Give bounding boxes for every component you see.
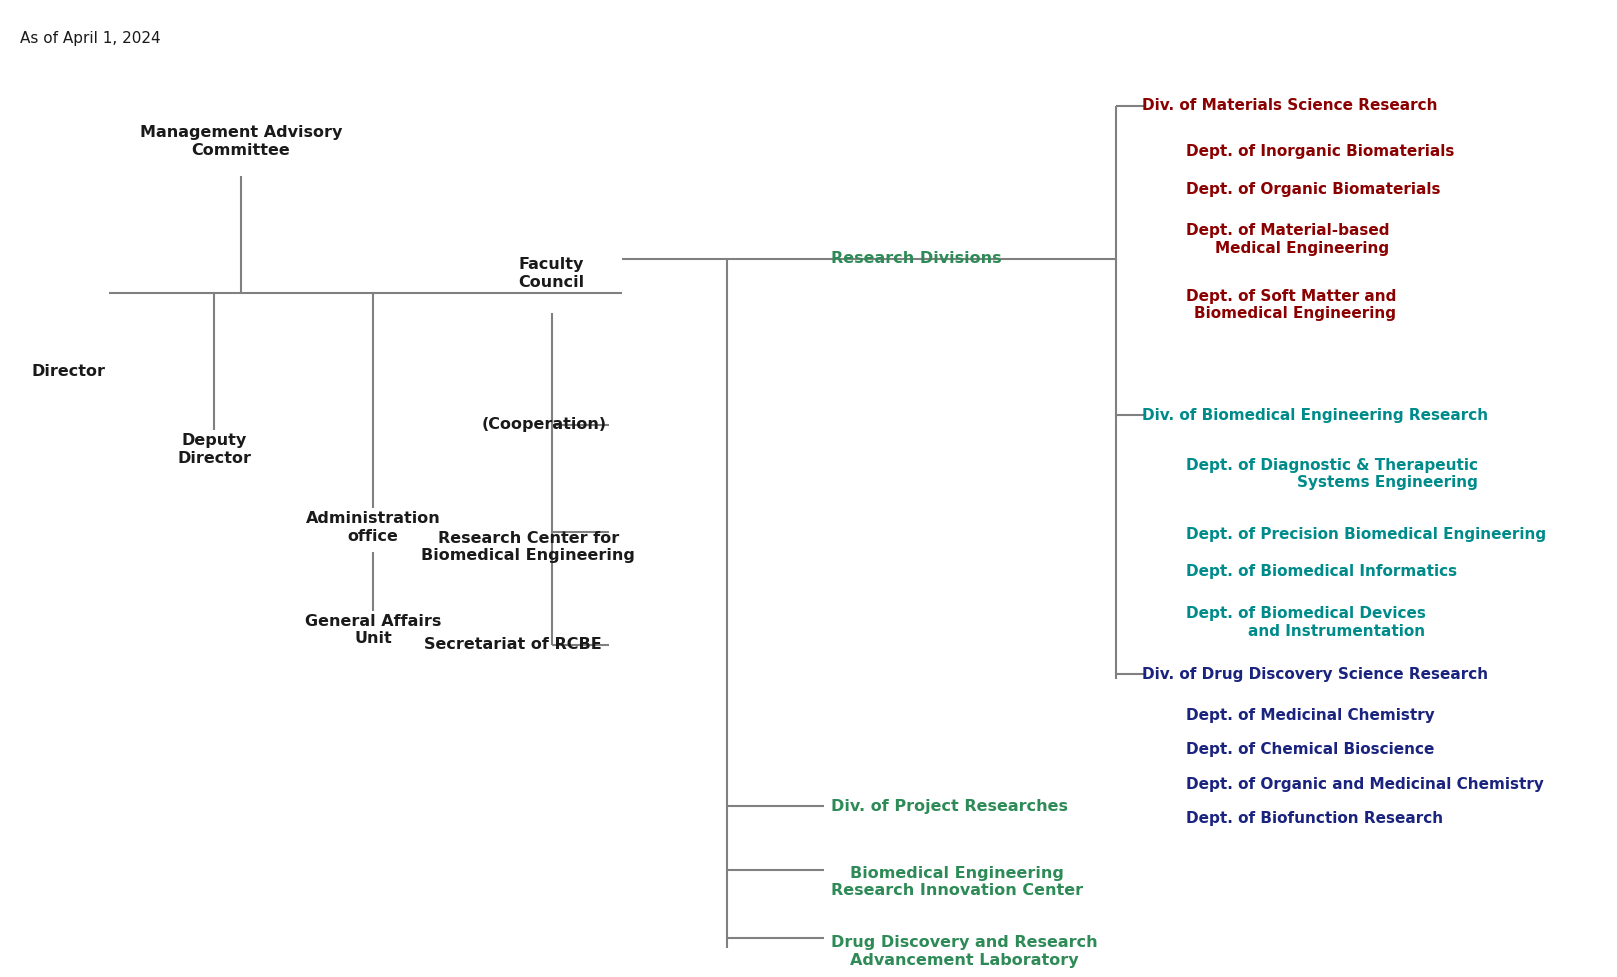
Text: Biomedical Engineering
Research Innovation Center: Biomedical Engineering Research Innovati… (831, 866, 1083, 899)
Text: Drug Discovery and Research
Advancement Laboratory: Drug Discovery and Research Advancement … (831, 935, 1098, 968)
Text: Div. of Drug Discovery Science Research: Div. of Drug Discovery Science Research (1142, 666, 1488, 682)
Text: Director: Director (31, 363, 105, 379)
Text: Div. of Biomedical Engineering Research: Div. of Biomedical Engineering Research (1142, 407, 1488, 423)
Text: Faculty
Council: Faculty Council (519, 257, 585, 290)
Text: Deputy
Director: Deputy Director (178, 433, 251, 466)
Text: Dept. of Material-based
Medical Engineering: Dept. of Material-based Medical Engineer… (1185, 223, 1389, 256)
Text: Research Center for
Biomedical Engineering: Research Center for Biomedical Engineeri… (422, 531, 635, 564)
Text: Management Advisory
Committee: Management Advisory Committee (139, 125, 343, 158)
Text: Dept. of Inorganic Biomaterials: Dept. of Inorganic Biomaterials (1185, 144, 1454, 159)
Text: Dept. of Diagnostic & Therapeutic
Systems Engineering: Dept. of Diagnostic & Therapeutic System… (1185, 457, 1478, 490)
Text: Dept. of Biofunction Research: Dept. of Biofunction Research (1185, 811, 1442, 827)
Text: (Cooperation): (Cooperation) (482, 417, 606, 433)
Text: Div. of Materials Science Research: Div. of Materials Science Research (1142, 98, 1438, 113)
Text: Div. of Project Researches: Div. of Project Researches (831, 798, 1069, 814)
Text: Dept. of Medicinal Chemistry: Dept. of Medicinal Chemistry (1185, 707, 1434, 723)
Text: Dept. of Chemical Bioscience: Dept. of Chemical Bioscience (1185, 742, 1434, 757)
Text: General Affairs
Unit: General Affairs Unit (304, 614, 441, 647)
Text: Secretariat of RCBE: Secretariat of RCBE (424, 637, 602, 653)
Text: Dept. of Organic Biomaterials: Dept. of Organic Biomaterials (1185, 182, 1441, 197)
Text: Dept. of Biomedical Informatics: Dept. of Biomedical Informatics (1185, 564, 1457, 579)
Text: Research Divisions: Research Divisions (831, 251, 1003, 267)
Text: Dept. of Soft Matter and
Biomedical Engineering: Dept. of Soft Matter and Biomedical Engi… (1185, 288, 1395, 321)
Text: Dept. of Biomedical Devices
and Instrumentation: Dept. of Biomedical Devices and Instrume… (1185, 606, 1426, 639)
Text: Dept. of Precision Biomedical Engineering: Dept. of Precision Biomedical Engineerin… (1185, 527, 1546, 542)
Text: As of April 1, 2024: As of April 1, 2024 (19, 31, 160, 46)
Text: Administration
office: Administration office (306, 511, 440, 544)
Text: Dept. of Organic and Medicinal Chemistry: Dept. of Organic and Medicinal Chemistry (1185, 777, 1544, 792)
